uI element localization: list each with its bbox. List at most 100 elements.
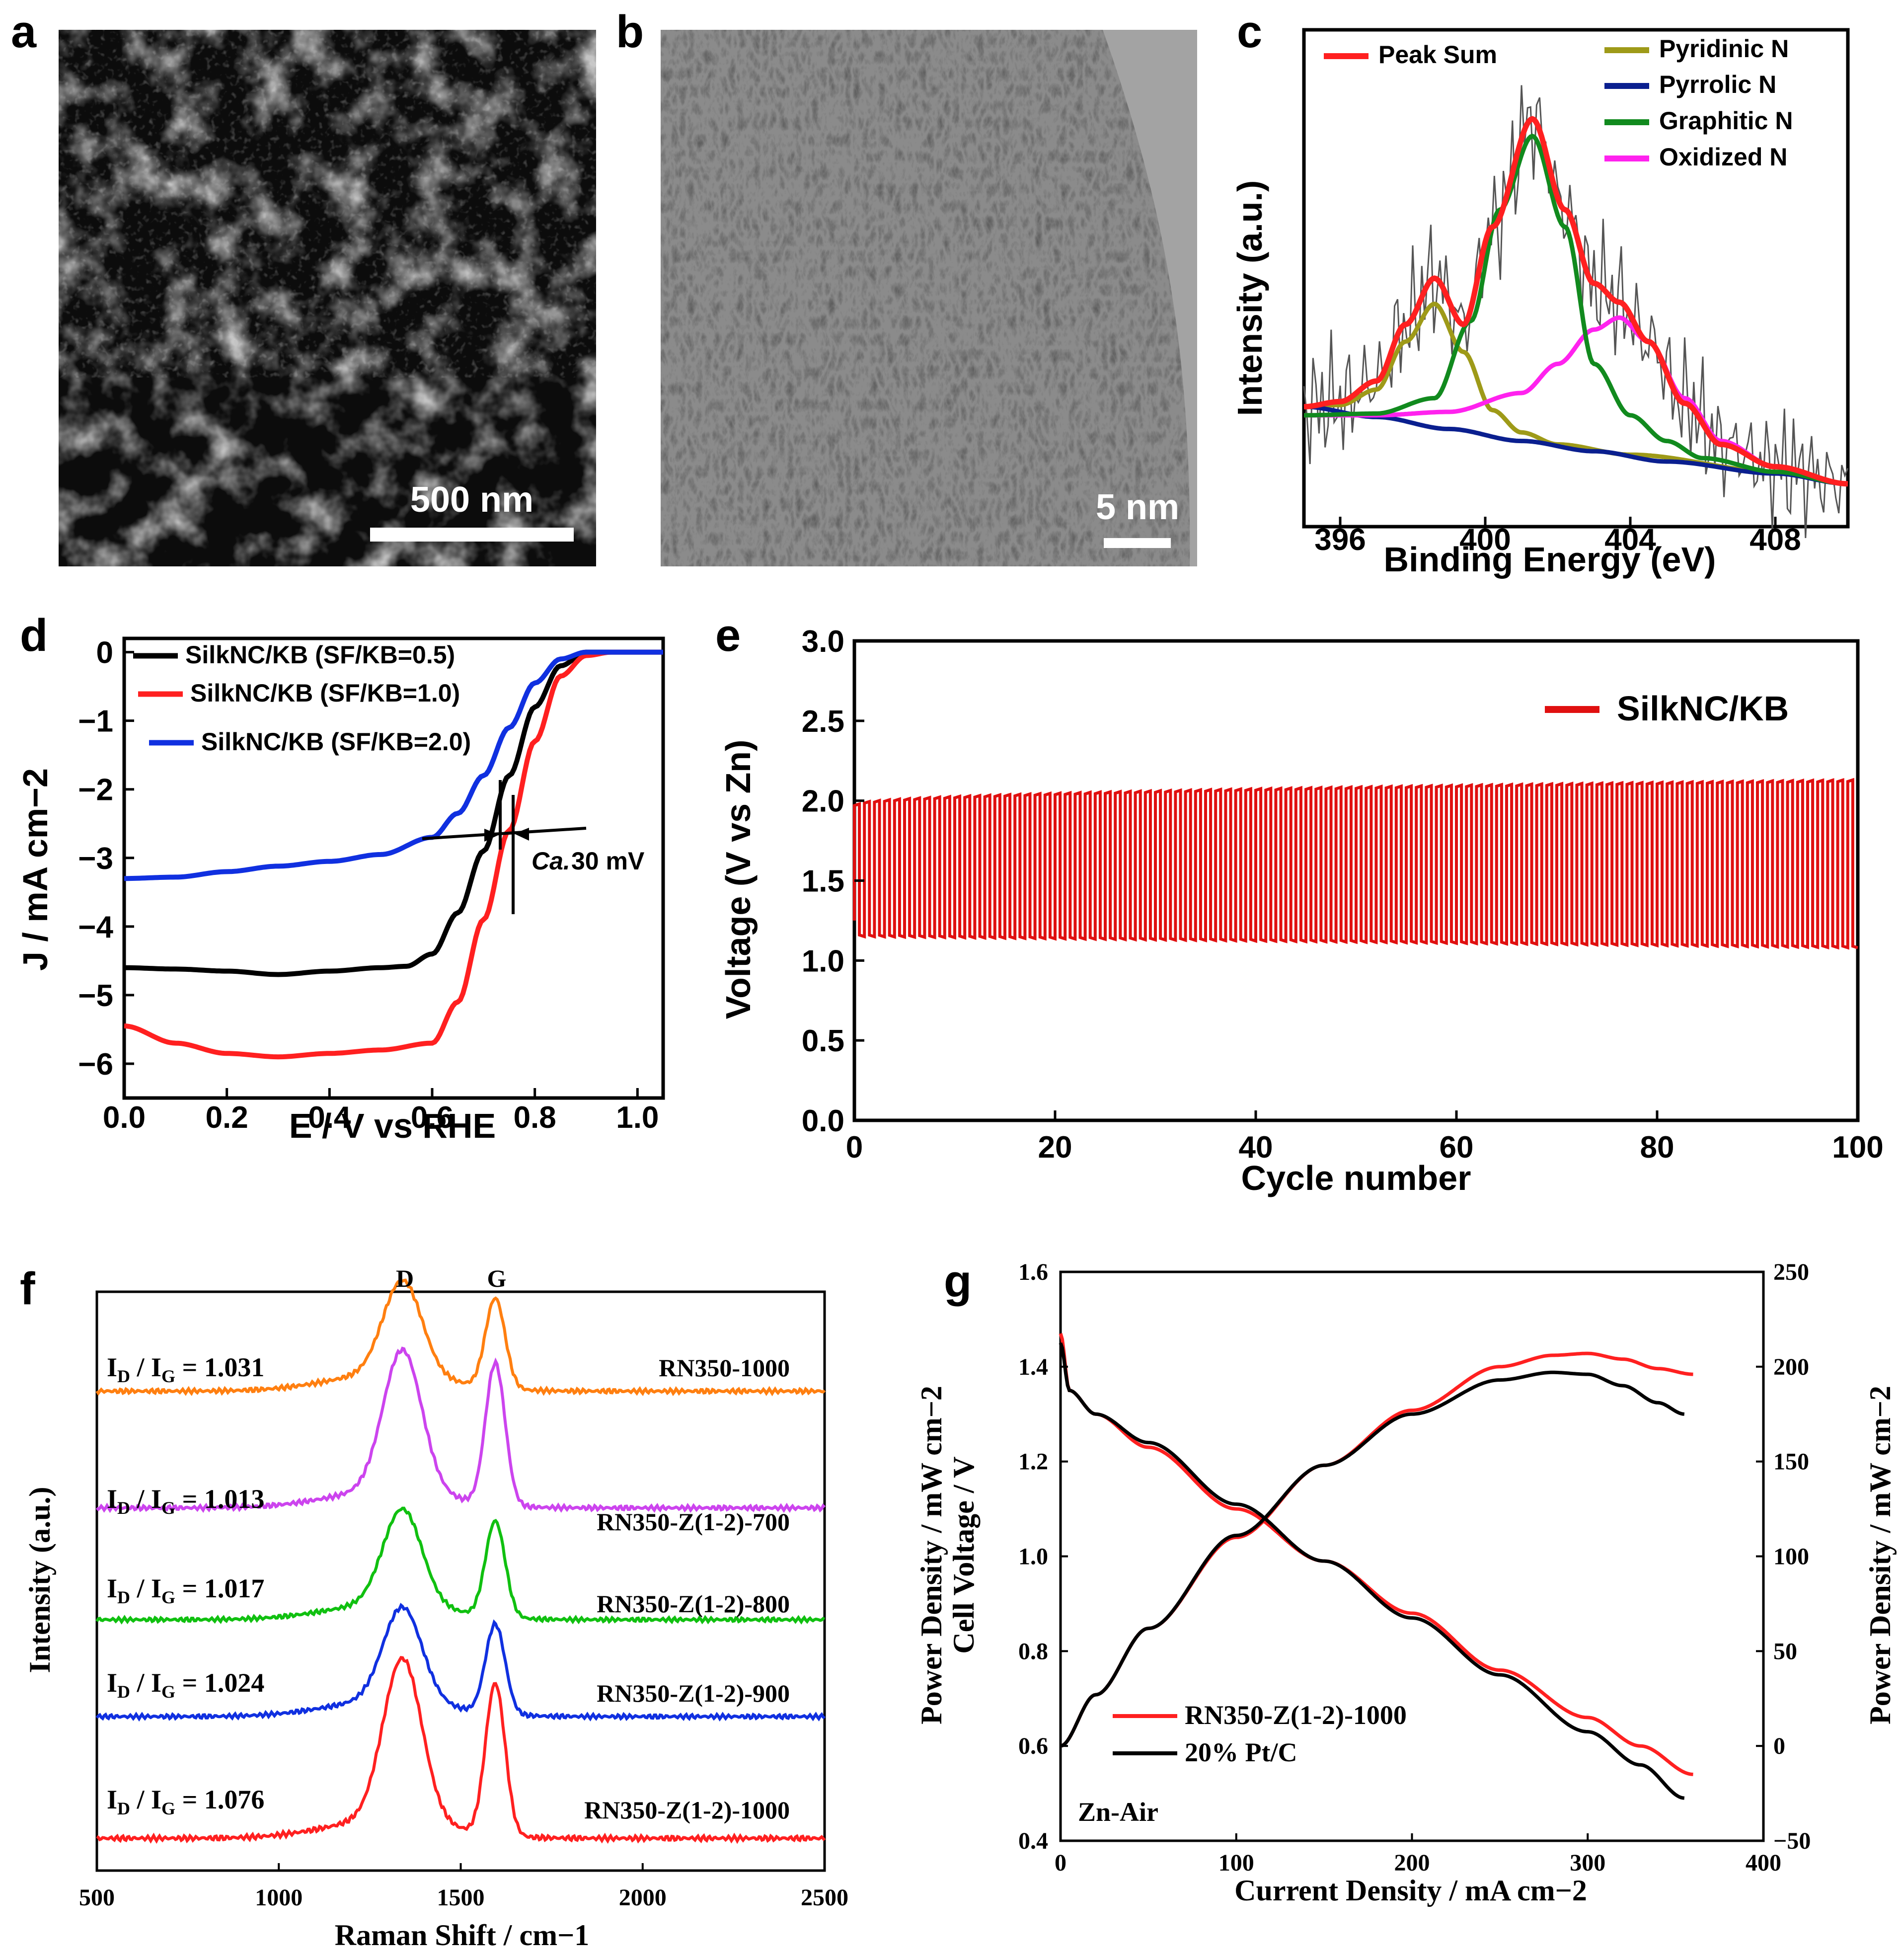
ratio-label: ID / IG = 1.017	[107, 1573, 264, 1607]
panel-f: f 500 1000 1500 2000 2500 ID / IG = 1.031 RN3…	[20, 1263, 848, 1952]
x-tick-label-d: 0.6	[411, 1100, 454, 1135]
x-tick-label-g: 0	[1055, 1850, 1066, 1876]
tem-fringes	[661, 30, 1190, 566]
y-tick-label-e: 2.5	[802, 705, 844, 739]
y-axis-title-e: Voltage (V vs Zn)	[719, 740, 758, 1019]
axis-ticks-d: 0.0 0.2 0.4 0.6 0.8 1.0 0 −1 −2 −3 −4 −5 −6	[78, 636, 659, 1135]
y-tick-label-g-right: 100	[1773, 1544, 1809, 1570]
axis-ticks-g: 0 100 200 300 400 0.4 0.6 0.8 1.0 1.2 1.4 1.6 −50 0 50…	[1018, 1259, 1811, 1876]
x-tick-label-e: 80	[1640, 1130, 1674, 1165]
y-tick-label-d: 0	[96, 636, 113, 670]
y-tick-label-g-right: 150	[1773, 1449, 1809, 1475]
legend-label-d: SilkNC/KB (SF/KB=1.0)	[190, 679, 460, 707]
panel-b: b 5 nm	[616, 6, 1197, 566]
scale-label-b: 5 nm	[1096, 487, 1179, 527]
panel-c: c 396 400 404 408 Peak Sum Pyridinic N Pyrrol…	[1230, 6, 1850, 579]
cycling-curve	[853, 778, 1858, 950]
legend-label-g: 20% Pt/C	[1185, 1737, 1297, 1767]
y-tick-label-g-right: 0	[1773, 1733, 1785, 1759]
fit-curves	[1303, 116, 1848, 487]
panel-e: e 0 20 40 60 80 100 0.0 0.5 1.0 1.5 2.0 2.5 3.0 Silk…	[715, 610, 1884, 1197]
x-tick-label-f: 2000	[619, 1884, 667, 1911]
x-tick-label-e: 100	[1832, 1130, 1883, 1165]
x-ticks-c: 396 400 404 408	[1314, 517, 1801, 557]
panel-label-d: d	[20, 610, 48, 661]
y-tick-label-d: −2	[78, 773, 113, 807]
series-line-d	[124, 649, 663, 1060]
series-line-peak-sum	[1303, 116, 1848, 487]
y-tick-label-g-right: 200	[1773, 1354, 1809, 1380]
x-axis-title-g: Current Density / mA cm−2	[1234, 1874, 1587, 1907]
x-axis-title-d: E / V vs RHE	[289, 1106, 496, 1145]
lsv-curves	[124, 649, 663, 1060]
series-name-f: RN350-Z(1-2)-700	[597, 1508, 790, 1536]
panel-label-c: c	[1237, 6, 1262, 57]
x-axis-title-e: Cycle number	[1241, 1159, 1471, 1197]
y-tick-label-g-right: 250	[1773, 1259, 1809, 1285]
x-tick-label-d: 1.0	[616, 1100, 659, 1135]
ratio-label: ID / IG = 1.013	[107, 1484, 264, 1518]
series-line-oxidized-n	[1304, 315, 1848, 486]
raman-spectra	[95, 1278, 826, 1844]
legend-label-d: SilkNC/KB (SF/KB=2.0)	[201, 728, 471, 756]
power-line-g	[1060, 1351, 1693, 1748]
y-axis-title-f: Intensity (a.u.)	[23, 1487, 56, 1673]
series-line-f	[95, 1602, 826, 1722]
y-axis-title-c: Intensity (a.u.)	[1230, 180, 1269, 416]
panel-g: g 0 100 200 300 4000.40.60.81.01.21.41.6−500…	[915, 1256, 1897, 1907]
legend-label-c: Pyridinic N	[1659, 35, 1789, 63]
panel-label-e: e	[715, 610, 741, 661]
half-wave-annotation: Ca. 30 mV	[422, 780, 645, 914]
x-tick-label-g: 400	[1746, 1850, 1781, 1876]
series-line-f	[95, 1506, 825, 1625]
peak-label-d: D	[396, 1264, 414, 1292]
x-tick-label-d: 0.4	[308, 1100, 351, 1135]
y-tick-label-g-left: 1.2	[1018, 1449, 1048, 1475]
series-line-pyrrolic-n	[1303, 404, 1848, 486]
x-tick-label-d: 0.0	[103, 1100, 146, 1135]
y-tick-label-g-left: 1.6	[1018, 1259, 1048, 1285]
x-tick-label-c: 400	[1459, 523, 1511, 557]
x-tick-label-f: 1000	[255, 1884, 303, 1911]
zn-air-label: Zn-Air	[1078, 1797, 1158, 1827]
y-tick-label-d: −1	[78, 705, 113, 739]
y-axis-title-g-left-2: Cell Voltage / V	[947, 1456, 980, 1653]
y-tick-label-g-left: 1.0	[1018, 1544, 1048, 1570]
y-tick-label-d: −6	[78, 1047, 113, 1082]
axis-ticks-e: 0 20 40 60 80 100 0.0 0.5 1.0 1.5 2.0 2.5 3.0	[802, 625, 1884, 1165]
x-axis-title-c: Binding Energy (eV)	[1384, 540, 1716, 579]
legend-label-c: Oxidized N	[1659, 143, 1787, 171]
y-tick-label-g-right: 50	[1773, 1638, 1797, 1664]
x-tick-label-c: 404	[1604, 523, 1656, 557]
scale-bar-a	[370, 528, 574, 542]
y-tick-label-e: 0.0	[802, 1104, 844, 1138]
x-tick-label-e: 0	[846, 1130, 863, 1165]
x-tick-label-e: 60	[1440, 1130, 1474, 1165]
x-tick-label-f: 1500	[437, 1884, 485, 1911]
peak-label-g: G	[487, 1264, 507, 1292]
y-tick-label-e: 1.5	[802, 864, 844, 899]
y-tick-label-d: −4	[78, 910, 113, 944]
y-tick-label-e: 2.0	[802, 784, 844, 819]
y-axis-title-d: J / mA cm−2	[16, 768, 55, 971]
x-tick-label-c: 408	[1750, 523, 1801, 557]
y-tick-label-e: 0.5	[802, 1024, 844, 1058]
series-name-f: RN350-Z(1-2)-900	[597, 1679, 790, 1707]
y-tick-label-d: −5	[78, 979, 113, 1013]
plot-frame-c	[1302, 28, 1850, 529]
polarization-curves	[1059, 1333, 1693, 1800]
y-axis-title-g-left-1: Power Density / mW cm−2	[915, 1386, 948, 1725]
x-tick-label-d: 0.8	[514, 1100, 556, 1135]
series-line-f	[96, 1655, 826, 1844]
series-name-f: RN350-1000	[659, 1354, 790, 1382]
x-tick-label-f: 500	[79, 1884, 115, 1911]
series-name-f: RN350-Z(1-2)-1000	[584, 1796, 790, 1824]
panel-label-f: f	[20, 1263, 35, 1314]
legend-label-c: Peak Sum	[1378, 41, 1497, 69]
x-ticks-f: 500 1000 1500 2000 2500	[79, 1863, 848, 1911]
panel-a: a 500 nm	[11, 6, 596, 566]
x-tick-label-f: 2500	[801, 1884, 848, 1911]
y-axis-title-g-right: Power Density / mW cm−2	[1864, 1386, 1897, 1725]
panel-d: d 0.0 0.2 0.4 0.6 0.8 1.0 0 −1 −2 −3 −4 −5 −6 SilkNC…	[16, 610, 665, 1145]
